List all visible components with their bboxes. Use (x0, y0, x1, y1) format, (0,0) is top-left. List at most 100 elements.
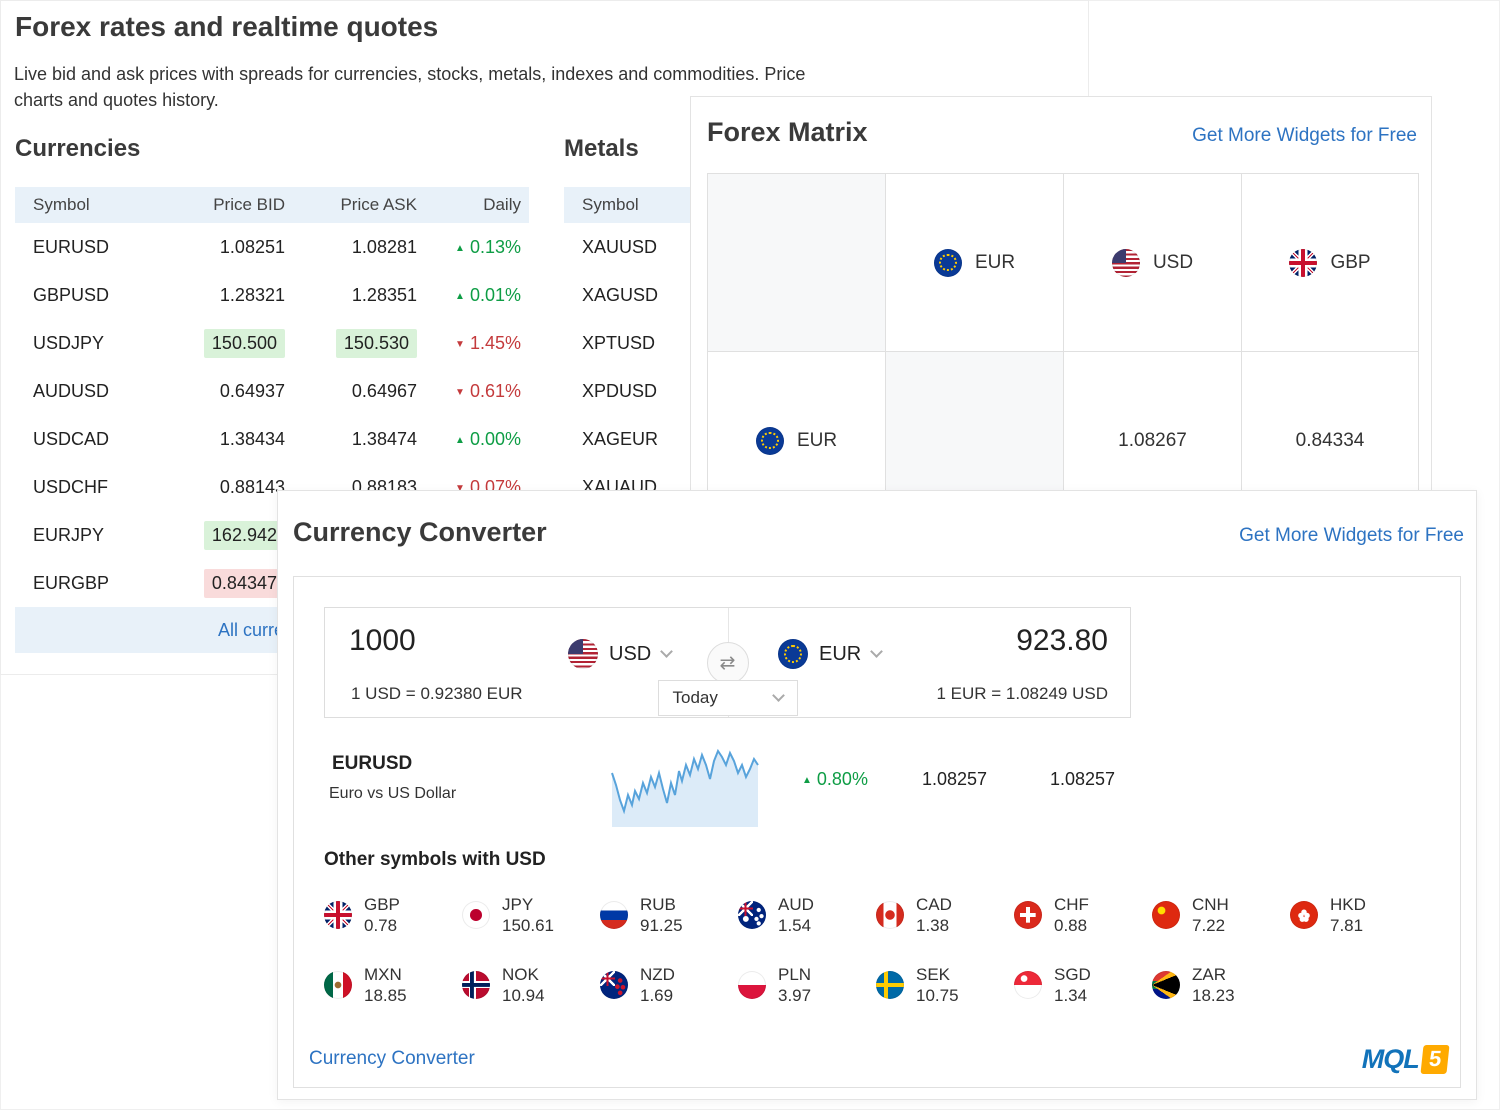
currency-item[interactable]: HKD 7.81 (1290, 893, 1428, 937)
currency-item[interactable]: ZAR 18.23 (1152, 963, 1290, 1007)
symbol-cell: USDCAD (33, 428, 110, 449)
symbol-cell: XPTUSD (582, 332, 656, 353)
bid-cell: 1.38434 (219, 428, 285, 449)
to-rate-note: 1 EUR = 1.08249 USD (936, 684, 1108, 703)
trend-up-icon: ▲ (455, 242, 465, 254)
matrix-header-gbp: GBP (1242, 174, 1419, 352)
gbp-flag-icon (1289, 248, 1318, 277)
daily-cell: ▲ 0.01% (455, 284, 521, 305)
pln-flag-icon (738, 971, 766, 999)
table-row[interactable]: EURUSD 1.08251 1.08281 ▲ 0.13% (15, 223, 529, 271)
currency-code: GBP (364, 895, 400, 914)
currency-code: NOK (502, 965, 539, 984)
table-row[interactable]: AUDUSD 0.64937 0.64967 ▼ 0.61% (15, 367, 529, 415)
currency-value: 7.81 (1330, 916, 1364, 935)
table-row[interactable]: XPDUSD (564, 367, 1078, 415)
get-more-widgets-link[interactable]: Get More Widgets for Free (1192, 125, 1417, 146)
trend-down-icon: ▼ (455, 338, 465, 350)
currency-value: 10.75 (916, 986, 959, 1005)
currency-item[interactable]: JPY 150.61 (462, 893, 600, 937)
from-currency-select[interactable]: USD (568, 639, 674, 669)
table-row[interactable]: EURJPY 162.942 (15, 511, 529, 559)
daily-cell: ▼ 1.45% (455, 332, 521, 353)
currency-value: 1.54 (778, 916, 812, 935)
ask-cell: 1.08281 (351, 236, 417, 257)
converter-footer-link[interactable]: Currency Converter (309, 1048, 475, 1069)
currency-item[interactable]: GBP 0.78 (324, 893, 462, 937)
currency-item[interactable]: AUD 1.54 (738, 893, 876, 937)
currency-value: 91.25 (640, 916, 683, 935)
amount-input[interactable] (349, 624, 539, 658)
symbol-cell: USDJPY (33, 332, 105, 353)
currencies-table: Symbol Price BID Price ASK Daily EURUSD … (15, 187, 529, 653)
currency-code: MXN (364, 965, 402, 984)
table-row[interactable]: XAGUSD (564, 271, 1078, 319)
bid-cell: 0.88143 (219, 476, 285, 497)
bid-highlight: 150.500 (203, 328, 285, 358)
cad-flag-icon (876, 901, 904, 929)
forex-matrix-title: Forex Matrix (707, 117, 868, 147)
swap-button[interactable]: ⇄ (706, 642, 749, 684)
converter-control-box: 1 USD = 0.92380 EUR USD ⇄ EUR 923.80 1 E… (324, 607, 1131, 718)
currency-item[interactable]: SGD 1.34 (1014, 963, 1152, 1007)
table-row[interactable]: XPTUSD (564, 319, 1078, 367)
chevron-down-icon (771, 689, 785, 702)
currency-value: 150.61 (502, 916, 554, 935)
mql5-logo[interactable]: MQL 5 (1362, 1044, 1450, 1075)
period-select[interactable]: Today (657, 680, 798, 716)
currency-item[interactable]: NOK 10.94 (462, 963, 600, 1007)
currency-code: CNH (1192, 895, 1229, 914)
currency-code: RUB (640, 895, 676, 914)
eur-flag-icon (778, 639, 808, 669)
currencies-table-header: Symbol Price BID Price ASK Daily (15, 187, 529, 223)
currency-item[interactable]: RUB 91.25 (600, 893, 738, 937)
other-symbols-heading: Other symbols with USD (324, 849, 546, 870)
to-currency-select[interactable]: EUR (778, 639, 884, 669)
conversion-result: 923.80 (1016, 624, 1108, 657)
table-row[interactable]: GBPUSD 1.28321 1.28351 ▲ 0.01% (15, 271, 529, 319)
col-header-daily: Daily (483, 195, 521, 214)
other-symbols-grid: GBP 0.78 JPY 150.61 RUB 91.25 AUD 1.54 CAD 1.… (324, 893, 1428, 1007)
currency-item[interactable]: CHF 0.88 (1014, 893, 1152, 937)
table-row[interactable]: USDJPY 150.500 150.530 ▼ 1.45% (15, 319, 529, 367)
bid-cell: 0.64937 (219, 380, 285, 401)
bid-cell: 150.500 (165, 328, 285, 358)
matrix-header-eur: EUR (886, 174, 1064, 352)
symbol-cell: XAUUSD (582, 236, 658, 257)
currency-item[interactable]: MXN 18.85 (324, 963, 462, 1007)
eurusd-sparkline (611, 748, 759, 827)
symbol-cell: EURGBP (33, 572, 110, 593)
ask-cell: 1.38474 (351, 428, 417, 449)
forex-matrix-grid: EUR USD GBP EUR 1.08267 0.84334 (707, 173, 1419, 530)
rub-flag-icon (600, 901, 628, 929)
col-header-ask: Price ASK (340, 195, 417, 214)
daily-cell: ▲ 0.13% (455, 236, 521, 257)
table-row[interactable]: XAUUSD (564, 223, 1078, 271)
currency-code: SGD (1054, 965, 1091, 984)
currency-item[interactable]: PLN 3.97 (738, 963, 876, 1007)
swap-icon: ⇄ (719, 652, 736, 674)
pair-symbol[interactable]: EURUSD (332, 753, 413, 774)
currency-item[interactable]: CNH 7.22 (1152, 893, 1290, 937)
currency-item[interactable]: NZD 1.69 (600, 963, 738, 1007)
currency-value: 18.85 (364, 986, 407, 1005)
period-value: Today (672, 688, 718, 707)
table-row[interactable]: EURGBP 0.84347 (15, 559, 529, 607)
ask-cell: 1.28351 (351, 284, 417, 305)
get-more-widgets-link[interactable]: Get More Widgets for Free (1239, 525, 1464, 546)
table-row[interactable]: USDCAD 1.38434 1.38474 ▲ 0.00% (15, 415, 529, 463)
zar-flag-icon (1152, 971, 1180, 999)
currency-item[interactable]: SEK 10.75 (876, 963, 1014, 1007)
nzd-flag-icon (600, 971, 628, 999)
converter-footer: Currency Converter MQL 5 (309, 1039, 1450, 1079)
eur-flag-icon (755, 426, 784, 455)
currency-value: 1.69 (640, 986, 674, 1005)
daily-cell: ▼ 0.61% (455, 380, 521, 401)
table-row[interactable]: XAGEUR (564, 415, 1078, 463)
ask-cell: 150.530 (285, 328, 417, 358)
currency-value: 0.78 (364, 916, 398, 935)
currency-item[interactable]: CAD 1.38 (876, 893, 1014, 937)
matrix-header-usd: USD (1064, 174, 1242, 352)
page-title: Forex rates and realtime quotes (15, 11, 439, 42)
